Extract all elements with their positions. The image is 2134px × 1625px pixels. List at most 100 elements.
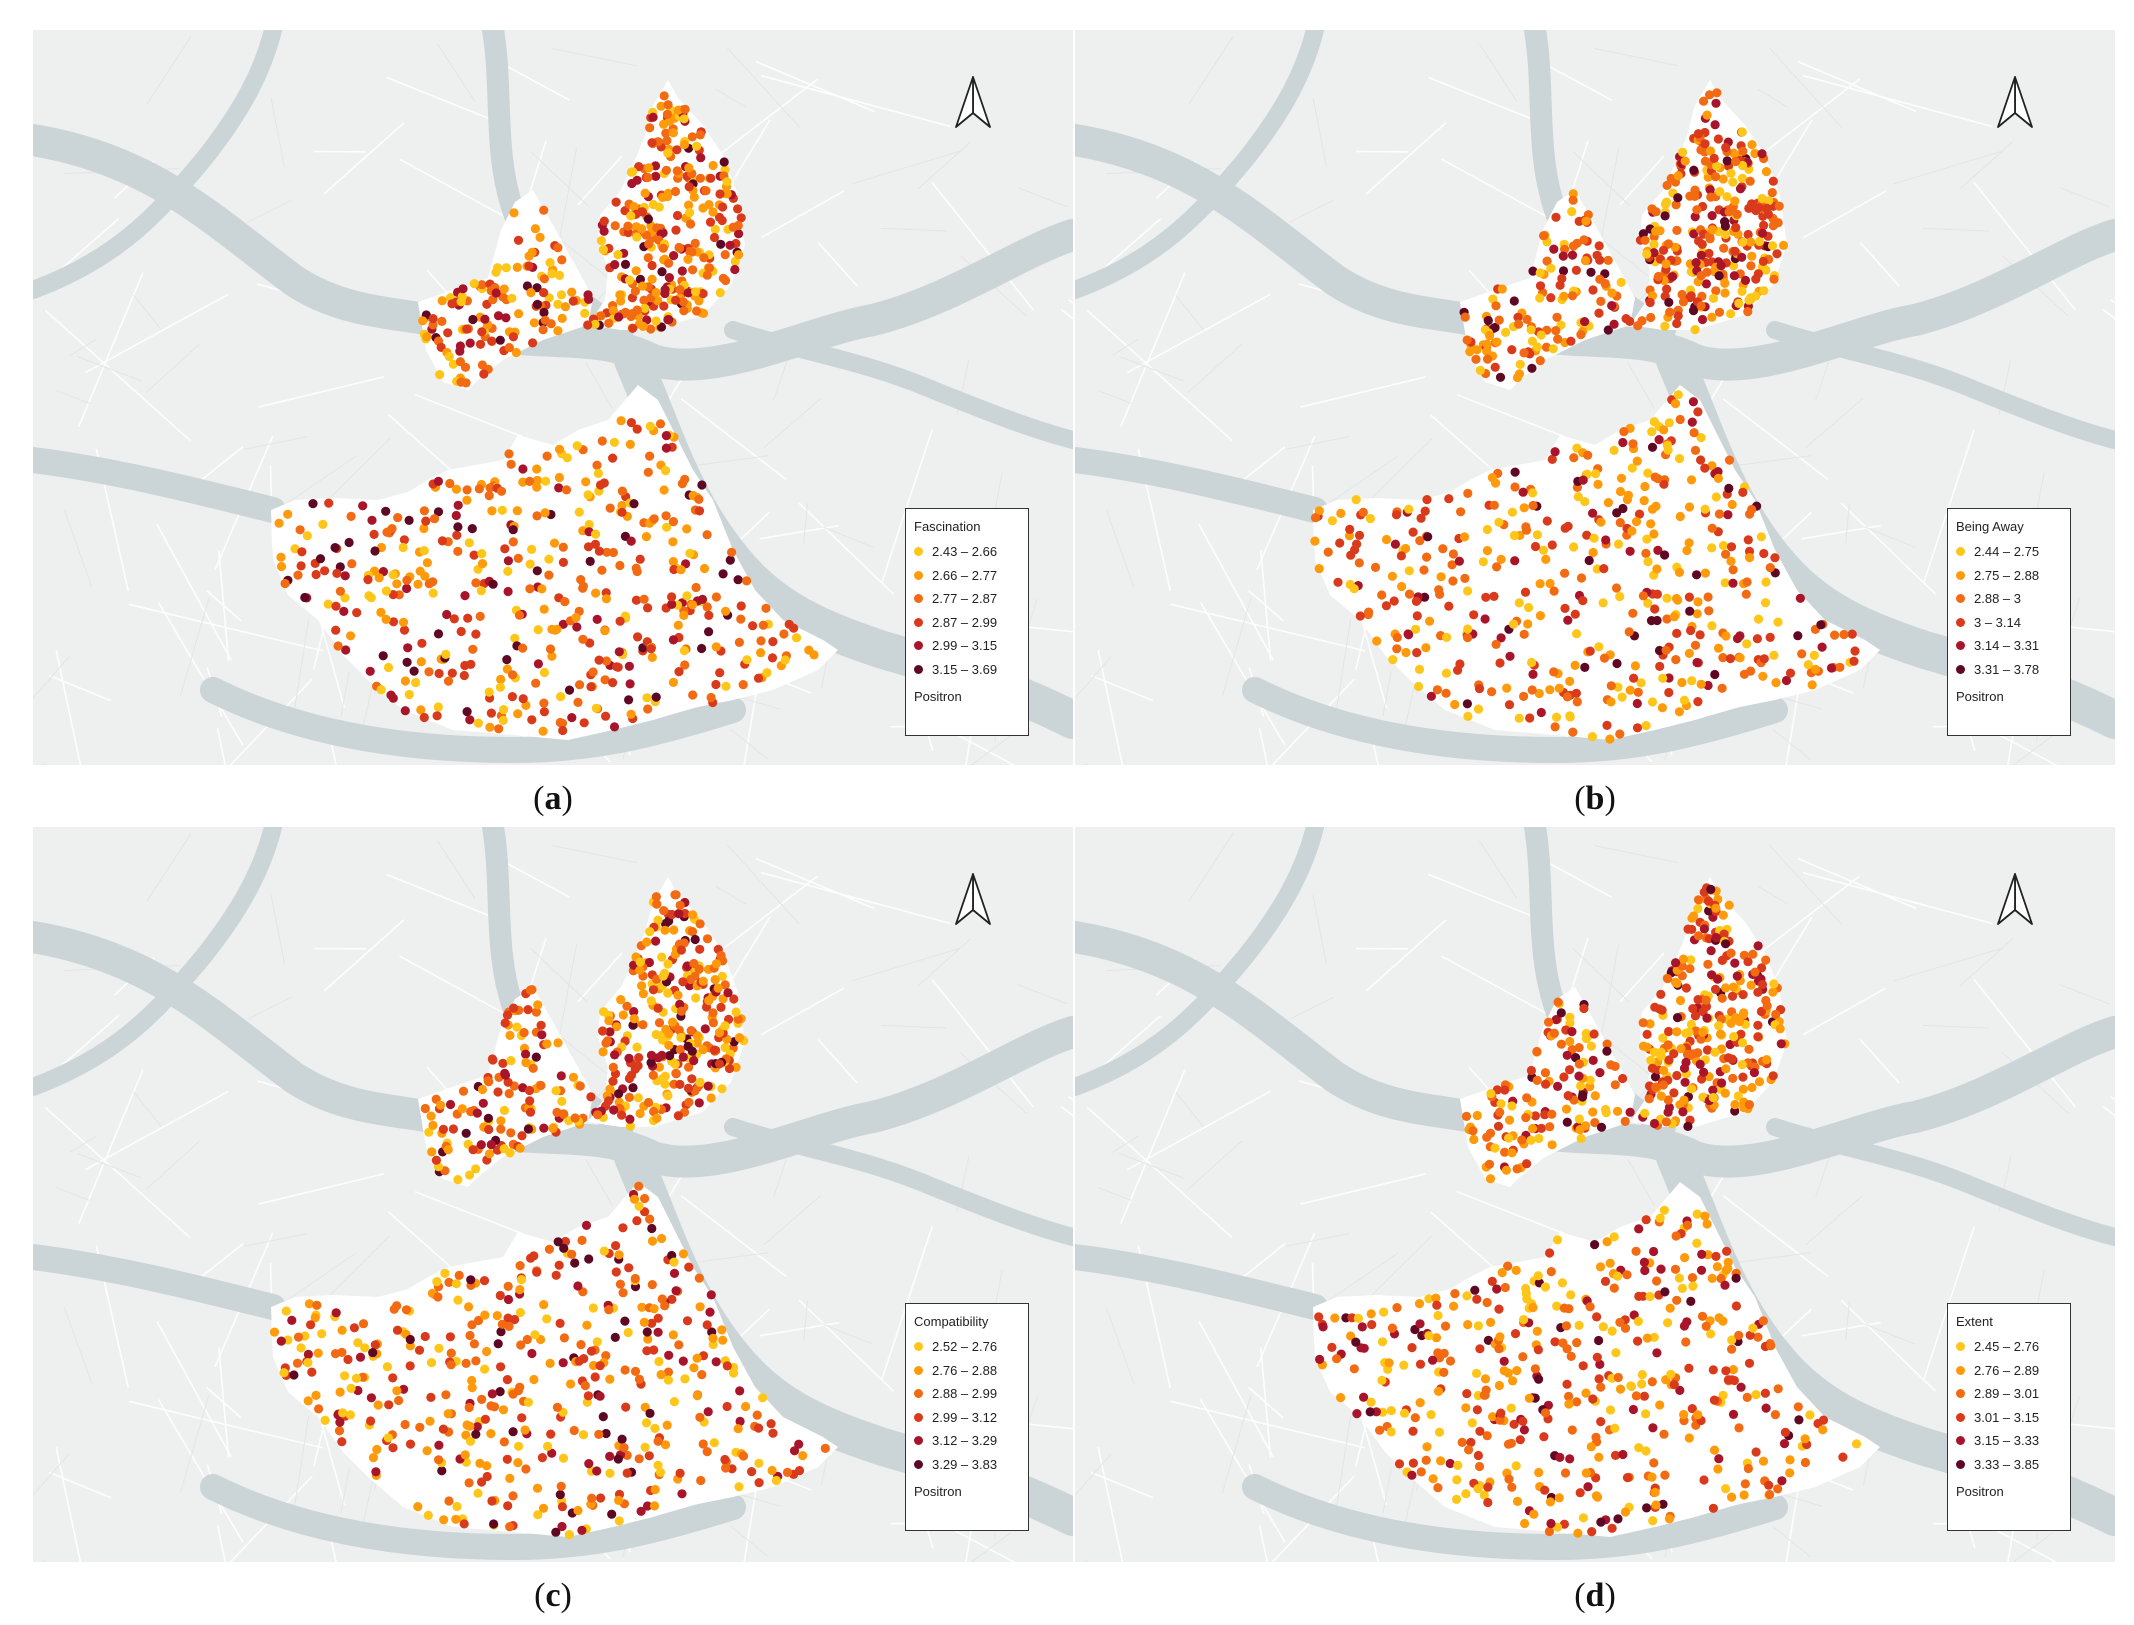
sample-point bbox=[618, 1288, 628, 1298]
sample-point bbox=[758, 1393, 768, 1403]
sample-point bbox=[1689, 428, 1699, 438]
sample-point bbox=[1737, 286, 1747, 296]
sample-point bbox=[1621, 314, 1631, 324]
sample-point bbox=[689, 958, 699, 969]
sample-point bbox=[1679, 1409, 1689, 1420]
sample-point bbox=[1673, 311, 1683, 321]
legend-swatch bbox=[914, 594, 923, 604]
sample-point bbox=[675, 1079, 685, 1089]
sample-point bbox=[1720, 221, 1730, 231]
sample-point bbox=[1688, 397, 1698, 407]
sample-point bbox=[545, 644, 556, 654]
sample-point bbox=[1666, 173, 1676, 184]
sample-point bbox=[532, 1483, 543, 1493]
sample-point bbox=[718, 569, 728, 579]
sample-point bbox=[1377, 1375, 1387, 1385]
sample-point bbox=[1439, 1367, 1449, 1377]
sample-point bbox=[704, 627, 714, 637]
sample-point bbox=[1474, 1461, 1485, 1472]
sample-point bbox=[1651, 1500, 1661, 1510]
sample-point bbox=[405, 1361, 415, 1371]
sample-point bbox=[1641, 1409, 1651, 1419]
sample-point bbox=[1707, 312, 1717, 322]
sample-point bbox=[1696, 1034, 1706, 1044]
legend-item: 2.43 – 2.66 bbox=[914, 540, 1020, 564]
sample-point bbox=[493, 311, 504, 321]
sample-point bbox=[1713, 974, 1723, 984]
sample-point bbox=[504, 449, 514, 459]
sample-point bbox=[1535, 281, 1546, 291]
sample-point bbox=[1691, 1026, 1701, 1036]
legend-swatch bbox=[914, 664, 923, 674]
sample-point bbox=[1748, 949, 1758, 959]
sample-point bbox=[597, 565, 607, 575]
sample-point bbox=[539, 707, 549, 717]
map-panel-c: Compatibility 2.52 – 2.76 2.76 – 2.88 2.88 … bbox=[33, 827, 1073, 1562]
sample-point bbox=[513, 235, 524, 245]
sample-point bbox=[1588, 508, 1598, 518]
sample-point bbox=[516, 1340, 526, 1350]
sample-point bbox=[1480, 1374, 1491, 1384]
sample-point bbox=[1386, 1427, 1396, 1437]
sample-point bbox=[624, 661, 635, 671]
sample-point bbox=[789, 623, 799, 633]
sample-point bbox=[709, 1045, 720, 1055]
sample-point bbox=[485, 1149, 495, 1159]
sample-point bbox=[555, 1318, 565, 1328]
sample-point bbox=[1649, 1458, 1659, 1468]
sample-point bbox=[1461, 1111, 1472, 1121]
sample-point bbox=[1528, 1123, 1538, 1134]
sample-point bbox=[1683, 924, 1693, 934]
sample-point bbox=[464, 1478, 474, 1488]
sample-point bbox=[1622, 1270, 1632, 1280]
sample-point bbox=[1310, 513, 1321, 523]
sample-point bbox=[1684, 502, 1695, 512]
legend-item: 2.88 – 2.99 bbox=[914, 1382, 1020, 1406]
sample-point bbox=[1800, 1457, 1810, 1468]
sample-point bbox=[403, 643, 413, 653]
sample-point bbox=[1684, 538, 1694, 548]
sample-point bbox=[634, 1374, 645, 1384]
sample-point bbox=[1704, 906, 1714, 916]
sample-point bbox=[1578, 1513, 1588, 1523]
sample-point bbox=[734, 1482, 744, 1492]
sample-point bbox=[1761, 577, 1771, 587]
sample-point bbox=[1504, 700, 1515, 710]
sample-point bbox=[607, 1509, 617, 1519]
sample-point bbox=[1578, 475, 1588, 485]
sample-point bbox=[698, 1045, 708, 1055]
sample-point bbox=[684, 1262, 694, 1272]
sample-point bbox=[1520, 1518, 1530, 1529]
sample-point bbox=[454, 1270, 464, 1280]
legend-item: 2.77 – 2.87 bbox=[914, 587, 1020, 611]
sample-point bbox=[558, 1453, 569, 1463]
sample-point bbox=[1703, 592, 1713, 602]
sample-point bbox=[1461, 1489, 1471, 1499]
sample-point bbox=[1482, 546, 1492, 556]
sample-point bbox=[674, 1025, 684, 1035]
sample-point bbox=[1583, 450, 1593, 460]
sample-point bbox=[1519, 503, 1529, 513]
sample-point bbox=[1765, 632, 1775, 643]
sample-point bbox=[1660, 550, 1670, 560]
sample-point bbox=[453, 1295, 463, 1305]
sample-point bbox=[702, 1447, 712, 1457]
sample-point bbox=[1659, 1065, 1669, 1075]
sample-point bbox=[604, 318, 614, 328]
sample-point bbox=[782, 1467, 793, 1477]
sample-point bbox=[1323, 547, 1333, 557]
sample-point bbox=[507, 293, 517, 303]
sample-point bbox=[637, 1302, 647, 1312]
river-channel-main bbox=[33, 921, 1073, 1178]
sample-point bbox=[477, 549, 487, 559]
sample-point bbox=[684, 182, 694, 192]
sample-point bbox=[443, 328, 453, 338]
sample-point bbox=[418, 316, 428, 326]
sample-point bbox=[629, 499, 639, 509]
river-channel-main bbox=[1075, 921, 2115, 1178]
sample-point bbox=[376, 607, 386, 618]
sample-point bbox=[1702, 1013, 1712, 1023]
legend-item: 3.31 – 3.78 bbox=[1956, 658, 2062, 682]
sample-point bbox=[1618, 1073, 1628, 1084]
sample-point bbox=[663, 148, 673, 158]
